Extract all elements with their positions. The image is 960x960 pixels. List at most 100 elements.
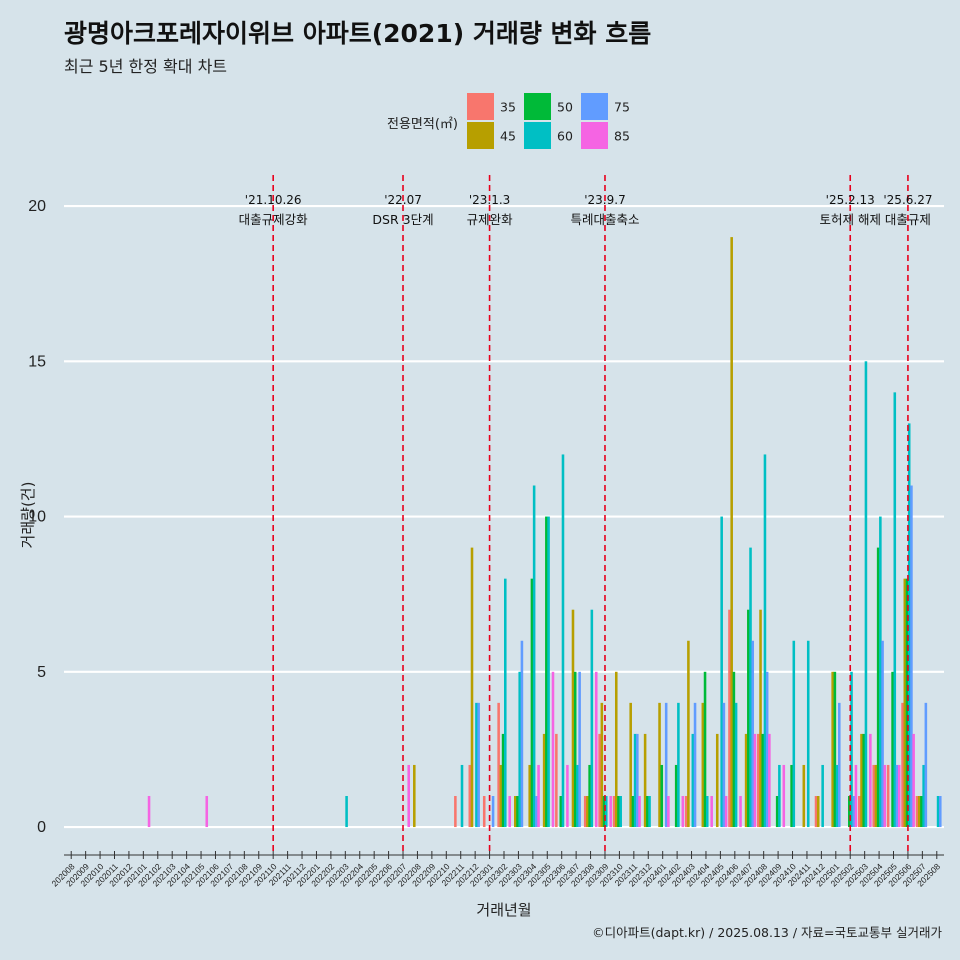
bar <box>681 796 685 828</box>
bar <box>573 671 577 828</box>
bar <box>874 764 878 828</box>
bar <box>684 796 688 828</box>
bar <box>633 733 637 828</box>
bar <box>491 796 495 828</box>
bar <box>530 578 534 828</box>
bar <box>516 796 519 828</box>
bar <box>468 764 472 828</box>
bar <box>345 796 348 828</box>
bar <box>604 796 608 828</box>
bar <box>693 702 697 828</box>
annotations: '21.10.26 대출규제강화 '22.07 DSR 3단계 '23.1.3 규제완화 '… <box>239 175 932 855</box>
bar <box>903 578 907 828</box>
bar <box>636 733 639 828</box>
bar <box>757 733 760 828</box>
bar <box>872 764 876 828</box>
bar <box>747 609 750 828</box>
bar <box>667 796 670 828</box>
bar <box>722 702 726 828</box>
y-tick-label: 0 <box>37 819 46 836</box>
bar <box>802 764 806 828</box>
bar <box>854 764 858 828</box>
bar <box>542 733 546 828</box>
legend-label: 60 <box>557 129 573 144</box>
bar <box>821 764 824 828</box>
bar <box>879 516 882 828</box>
bar <box>571 609 575 828</box>
bar <box>660 764 664 828</box>
bar <box>559 796 563 828</box>
bar <box>508 796 511 828</box>
bar <box>765 671 769 828</box>
bar <box>703 671 707 828</box>
bar <box>504 578 507 828</box>
bar <box>831 671 834 828</box>
bar <box>710 796 713 828</box>
bar <box>833 671 837 828</box>
bar <box>602 796 606 828</box>
bar <box>407 764 411 828</box>
legend-swatch <box>467 93 494 120</box>
bar <box>732 671 736 828</box>
x-axis-title: 거래년월 <box>476 901 531 919</box>
bar <box>705 796 709 828</box>
bar <box>922 764 925 828</box>
annotation-date: '22.07 <box>384 193 422 207</box>
bar <box>528 764 531 828</box>
bar <box>728 609 731 828</box>
legend-label: 85 <box>614 129 630 144</box>
bar <box>905 578 909 828</box>
legend-label: 45 <box>500 129 516 144</box>
bar <box>147 796 151 828</box>
bar <box>778 764 781 828</box>
bar <box>586 796 589 828</box>
bar <box>677 702 680 828</box>
legend-title: 전용면적(㎡) <box>387 117 458 132</box>
bar <box>499 764 503 828</box>
legend-swatch <box>581 93 608 120</box>
bar <box>751 640 755 828</box>
annotation-date: '25.2.13 <box>826 193 875 207</box>
bar <box>631 796 635 828</box>
annotation-label: 특례대출축소 <box>570 212 639 227</box>
bar <box>547 516 550 828</box>
bar <box>869 733 872 828</box>
bar <box>691 733 695 828</box>
bar <box>814 796 818 828</box>
bar <box>838 702 841 828</box>
bar <box>598 733 601 828</box>
legend-swatch <box>467 122 494 149</box>
bar <box>594 671 598 828</box>
bar <box>852 796 856 828</box>
bar <box>881 640 884 828</box>
bar <box>583 796 587 828</box>
bar <box>561 454 565 828</box>
bar <box>470 547 474 828</box>
bar <box>936 796 940 828</box>
bar <box>514 796 517 828</box>
bar <box>893 392 897 828</box>
axes: 0510152020200820200920201020201120201220… <box>19 198 944 919</box>
legend-swatch <box>524 122 551 149</box>
bar <box>901 702 904 828</box>
bar <box>749 547 752 828</box>
bar <box>897 764 901 828</box>
bar <box>612 796 616 828</box>
bar <box>730 237 733 828</box>
y-axis-title: 거래량(건) <box>19 482 37 549</box>
bar <box>664 702 668 828</box>
bar <box>915 796 919 828</box>
bar <box>862 733 866 828</box>
bar <box>792 640 796 828</box>
bar <box>674 764 678 828</box>
bar <box>460 764 464 828</box>
bar <box>643 733 647 828</box>
bar <box>614 671 618 828</box>
bars <box>147 237 942 828</box>
annotation-label: DSR 3단계 <box>372 212 433 227</box>
bar <box>910 485 913 828</box>
y-tick-label: 15 <box>28 353 46 370</box>
bar <box>555 733 558 828</box>
bar <box>924 702 928 828</box>
bar <box>545 516 548 828</box>
